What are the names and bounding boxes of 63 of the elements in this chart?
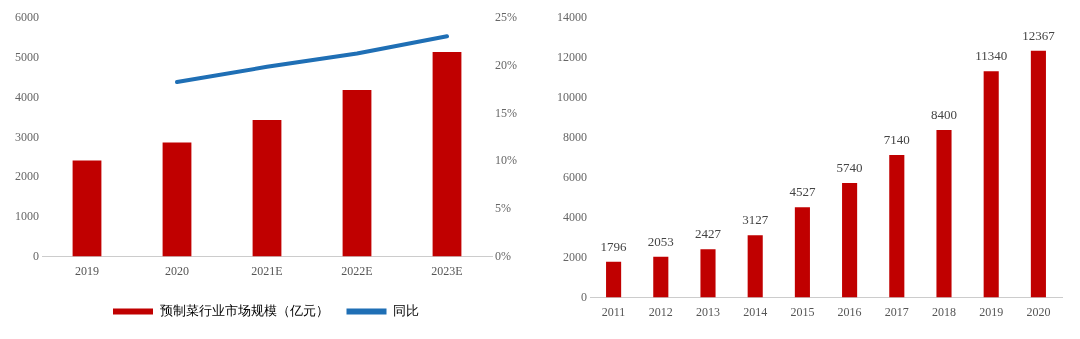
y-tick-label: 3000 [15, 129, 39, 144]
y2-tick-label: 10% [495, 153, 517, 168]
y2-tick-label: 0% [495, 248, 511, 263]
x-tick-label: 2013 [696, 304, 720, 319]
bar [936, 129, 952, 298]
y-tick-label: 12000 [557, 50, 587, 65]
x-tick-label: 2020 [1026, 304, 1051, 319]
y2-tick-label: 25% [495, 10, 517, 25]
bar [162, 142, 192, 257]
data-label: 8400 [931, 106, 957, 122]
y-tick-label: 14000 [557, 10, 587, 25]
data-label: 2427 [695, 226, 722, 242]
bar [700, 249, 716, 298]
y-tick-label: 8000 [563, 130, 587, 145]
x-tick-label: 2011 [601, 304, 626, 319]
bar [72, 160, 102, 257]
x-tick-label: 2019 [75, 263, 99, 278]
x-tick-label: 2012 [648, 304, 673, 319]
data-label: 12367 [1022, 27, 1056, 43]
bar [606, 261, 622, 298]
bar [653, 256, 669, 298]
bar [983, 71, 999, 298]
bar [747, 235, 763, 298]
y-tick-label: 1000 [15, 209, 39, 224]
y-tick-label: 6000 [563, 170, 587, 185]
bar [842, 183, 858, 298]
y-tick-label: 6000 [15, 10, 39, 25]
y2-tick-label: 15% [495, 105, 517, 120]
x-tick-label: 2019 [979, 304, 1004, 319]
data-label: 3127 [742, 212, 769, 228]
data-label: 5740 [836, 159, 863, 175]
bar [889, 155, 905, 298]
data-label: 4527 [789, 184, 816, 200]
y-tick-label: 10000 [557, 90, 587, 105]
data-label: 11340 [975, 48, 1008, 64]
bar [252, 119, 282, 257]
y-tick-label: 0 [581, 289, 587, 304]
y2-tick-label: 5% [495, 201, 511, 216]
bar [342, 90, 372, 257]
x-tick-label: 2018 [932, 304, 956, 319]
y-tick-label: 4000 [15, 89, 39, 104]
legend-label: 预制菜行业市场规模（亿元） [159, 302, 329, 318]
data-label: 1796 [600, 238, 628, 254]
x-tick-label: 2015 [790, 304, 815, 319]
x-tick-label: 2022E [341, 263, 373, 278]
y-tick-label: 5000 [15, 50, 39, 65]
bar [794, 207, 810, 298]
x-tick-label: 2023E [431, 263, 463, 278]
y-tick-label: 2000 [15, 169, 39, 184]
y2-tick-label: 20% [495, 58, 517, 73]
bar [1030, 50, 1046, 298]
y-tick-label: 2000 [563, 249, 587, 264]
y-tick-label: 0 [33, 248, 39, 263]
data-label: 2053 [647, 233, 674, 249]
x-tick-label: 2016 [837, 304, 862, 319]
x-tick-label: 2021E [251, 263, 283, 278]
x-tick-label: 2017 [884, 304, 909, 319]
x-tick-label: 2020 [165, 263, 189, 278]
data-label: 7140 [883, 132, 910, 148]
bar [432, 51, 462, 257]
legend-label: 同比 [393, 302, 419, 318]
y-tick-label: 4000 [563, 209, 587, 224]
x-tick-label: 2014 [743, 304, 768, 319]
